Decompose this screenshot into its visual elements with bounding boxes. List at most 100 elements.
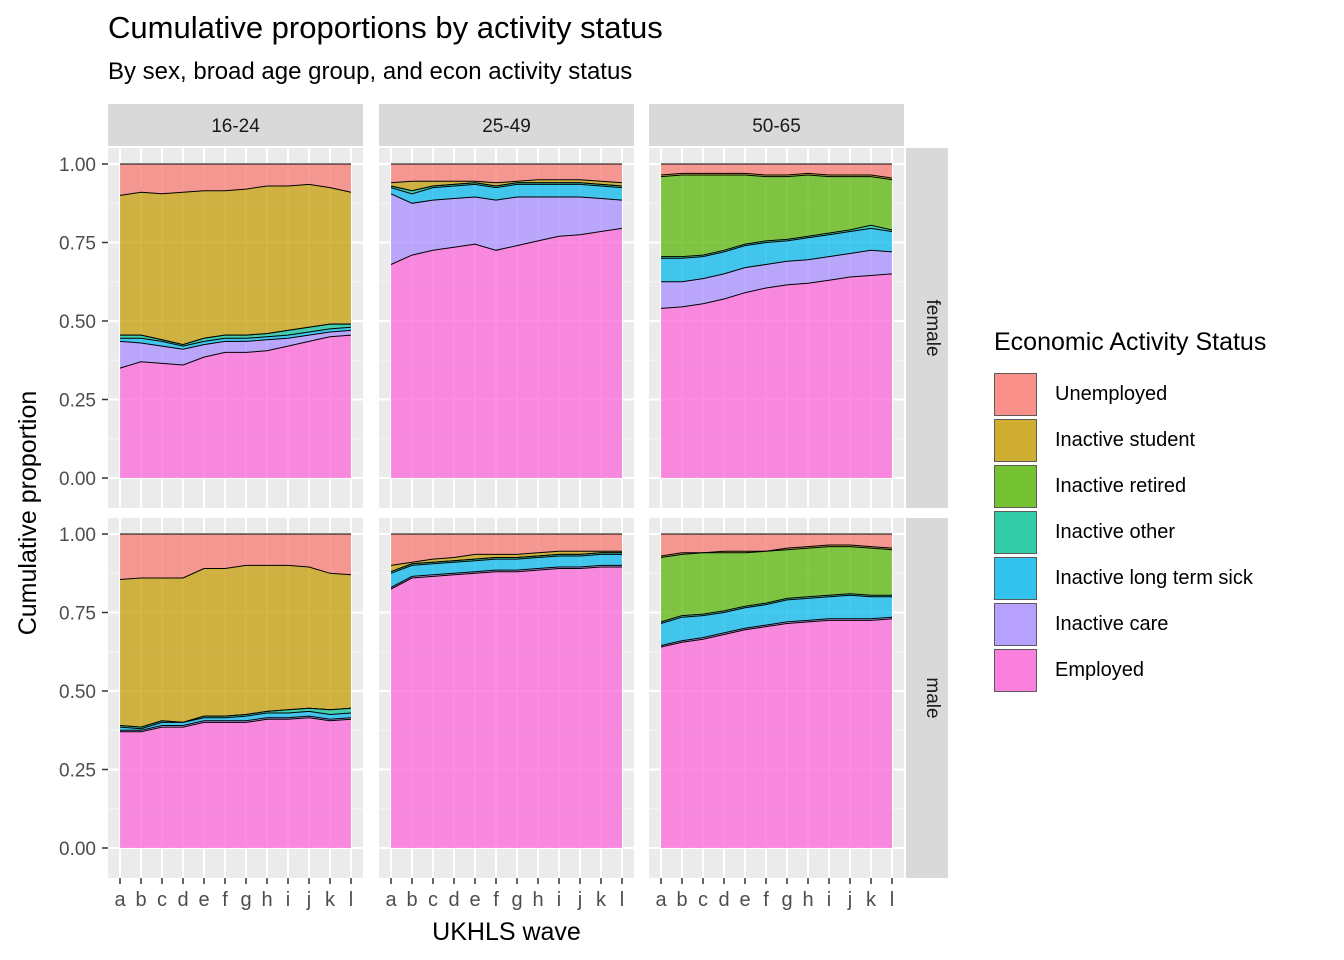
area-outline-inactive-other	[661, 224, 893, 258]
area-employed	[661, 273, 892, 478]
x-tick-label: i	[286, 889, 290, 911]
area-unemployed	[391, 164, 622, 183]
area-outline-inactive-other	[390, 182, 623, 192]
x-tick-label: k	[325, 889, 336, 911]
legend-label: Inactive retired	[1055, 474, 1187, 497]
legend-label: Inactive long term sick	[1055, 566, 1253, 589]
area-outline-inactive-care	[661, 249, 893, 283]
area-outline-inactive-long-term-sick	[390, 553, 622, 574]
x-tick-label: f	[763, 889, 769, 911]
x-tick-label: i	[557, 889, 561, 911]
facet-label-male: male	[922, 677, 943, 718]
area-outline-employed	[120, 717, 352, 733]
legend-item-inactive-long-term-sick: Inactive long term sick	[994, 555, 1266, 601]
legend-swatch	[994, 602, 1037, 646]
area-inactive-long-term-sick	[120, 711, 351, 731]
legend-item-inactive-retired: Inactive retired	[994, 463, 1266, 509]
area-outline-inactive-retired	[660, 174, 893, 181]
area-outline-inactive-long-term-sick	[119, 710, 352, 730]
x-tick-label: b	[676, 889, 687, 911]
x-tick-label: f	[222, 889, 228, 911]
facet-label-50-65: 50-65	[752, 116, 801, 137]
legend-swatch	[994, 648, 1037, 692]
area-outline-inactive-student	[390, 179, 623, 184]
area-inactive-retired	[661, 546, 892, 622]
area-inactive-long-term-sick	[661, 595, 892, 646]
legend-label: Employed	[1055, 658, 1144, 681]
area-inactive-care	[120, 330, 351, 369]
area-outline-employed	[390, 227, 623, 265]
area-inactive-student	[120, 565, 351, 728]
legend-title: Economic Activity Status	[994, 328, 1267, 356]
legend-label: Unemployed	[1055, 382, 1168, 405]
x-tick-label: a	[114, 889, 126, 911]
y-tick-label: 0.50	[59, 312, 96, 333]
legend-item-inactive-student: Inactive student	[994, 417, 1266, 463]
area-inactive-long-term-sick	[661, 228, 892, 282]
x-tick-label: l	[620, 889, 624, 911]
area-inactive-student	[120, 184, 351, 345]
area-outline-inactive-long-term-sick	[661, 227, 893, 259]
area-unemployed	[120, 534, 351, 580]
x-tick-label: j	[306, 889, 311, 911]
legend-item-inactive-care: Inactive care	[994, 601, 1266, 647]
x-tick-label: b	[135, 889, 146, 911]
area-outline-inactive-other	[660, 593, 892, 623]
x-axis-title: UKHLS wave	[432, 918, 581, 946]
y-tick-label: 0.00	[59, 839, 96, 860]
area-inactive-care	[391, 193, 622, 265]
y-axis-title: Cumulative proportion	[14, 391, 42, 636]
x-tick-label: g	[511, 889, 522, 911]
y-tick-label: 0.25	[59, 391, 96, 412]
y-tick-label: 0.25	[59, 761, 96, 782]
y-tick-label: 1.00	[59, 525, 96, 546]
x-tick-label: b	[406, 889, 417, 911]
area-inactive-long-term-sick	[391, 554, 622, 588]
chart-subtitle: By sex, broad age group, and econ activi…	[108, 58, 633, 85]
area-outline-inactive-long-term-sick	[390, 183, 623, 195]
area-outline-inactive-other	[120, 323, 351, 346]
area-outline-inactive-student	[660, 172, 893, 179]
legend-swatch	[994, 510, 1037, 554]
legend-item-inactive-other: Inactive other	[994, 509, 1266, 555]
area-outline-inactive-care	[660, 616, 893, 646]
legend-items: Unemployed Inactive student Inactive retir…	[994, 371, 1266, 693]
facet-label-25-49: 25-49	[482, 116, 531, 137]
facet-strip-50-65	[649, 104, 904, 146]
facet-strip-male	[906, 518, 948, 878]
x-tick-label: k	[596, 889, 607, 911]
area-outline-employed	[660, 618, 893, 648]
area-employed	[661, 618, 892, 848]
area-outline-inactive-care	[390, 564, 622, 588]
area-outline-inactive-other	[390, 552, 622, 573]
legend-swatch	[994, 556, 1037, 600]
legend: Economic Activity Status Unemployed Inact…	[994, 328, 1266, 693]
x-tick-label: g	[240, 889, 251, 911]
area-inactive-other	[391, 182, 622, 194]
x-tick-label: e	[739, 889, 750, 911]
x-tick-label: h	[261, 889, 272, 911]
area-inactive-care	[661, 250, 892, 309]
area-outline-employed	[119, 334, 352, 369]
x-tick-label: l	[349, 889, 353, 911]
legend-label: Inactive other	[1055, 520, 1176, 543]
x-tick-label: d	[448, 889, 459, 911]
area-outline-inactive-long-term-sick	[120, 326, 352, 347]
x-tick-label: c	[157, 889, 167, 911]
x-tick-label: c	[428, 889, 438, 911]
area-outline-inactive-care	[390, 193, 623, 204]
legend-swatch	[994, 372, 1037, 416]
y-tick-label: 0.00	[59, 469, 96, 490]
x-tick-label: l	[890, 889, 894, 911]
chart-title: Cumulative proportions by activity statu…	[108, 10, 663, 45]
area-outline-inactive-student	[119, 183, 352, 196]
x-tick-label: e	[198, 889, 209, 911]
x-tick-label: h	[802, 889, 813, 911]
y-tick-label: 1.00	[59, 155, 96, 176]
area-unemployed	[661, 534, 892, 556]
area-employed	[120, 717, 351, 848]
y-tick-label: 0.75	[59, 604, 96, 625]
area-outline-inactive-retired	[660, 546, 893, 558]
area-employed	[391, 228, 622, 478]
x-tick-label: j	[577, 889, 582, 911]
